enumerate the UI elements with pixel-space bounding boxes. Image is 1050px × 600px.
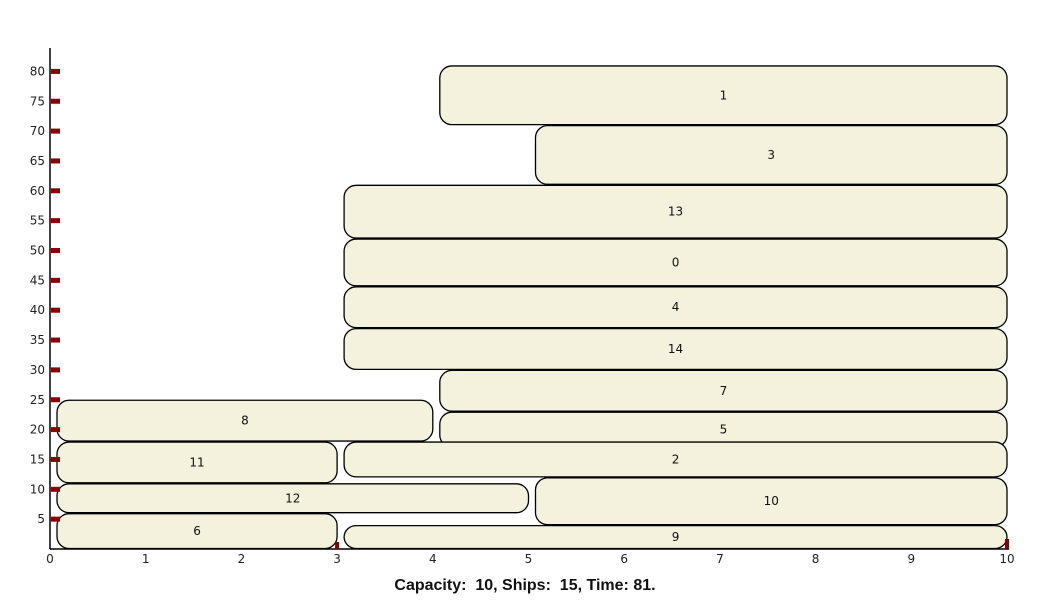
y-tick-marker — [51, 277, 60, 283]
ship-label: 14 — [668, 342, 683, 356]
ship-rect — [343, 327, 1008, 371]
ship-label: 8 — [241, 414, 249, 428]
ship-label: 6 — [193, 524, 201, 538]
y-tick-marker — [51, 218, 60, 224]
capacity-label: Capacity: — [394, 577, 467, 594]
ship-block-9: 9 — [343, 524, 1008, 550]
ship-block-12: 12 — [56, 483, 530, 514]
ship-rect — [439, 65, 1008, 126]
y-tick-marker — [51, 486, 60, 492]
x-tick-label: 9 — [907, 552, 915, 566]
ship-label: 7 — [720, 384, 728, 398]
y-tick-label: 55 — [30, 214, 45, 228]
y-tick-label: 20 — [30, 423, 45, 437]
ship-rect — [534, 124, 1008, 185]
y-tick-label: 45 — [30, 273, 45, 287]
y-tick-marker — [51, 516, 60, 522]
ship-block-3: 3 — [534, 124, 1008, 185]
y-tick-label: 65 — [30, 154, 45, 168]
ship-label: 10 — [764, 494, 779, 508]
ship-block-1: 1 — [439, 65, 1008, 126]
ship-block-14: 14 — [343, 327, 1008, 371]
y-tick-marker — [51, 68, 60, 74]
ship-rect — [343, 441, 1008, 478]
y-tick-label: 75 — [30, 94, 45, 108]
y-tick-label: 50 — [30, 244, 45, 258]
ship-rect — [534, 477, 1008, 526]
ship-rect — [343, 184, 1008, 239]
ship-label: 11 — [189, 455, 204, 469]
y-tick-marker — [51, 128, 60, 134]
x-tick-label: 10 — [999, 552, 1014, 566]
y-tick-label: 15 — [30, 452, 45, 466]
x-tick-label: 8 — [812, 552, 820, 566]
ship-label: 4 — [672, 300, 680, 314]
x-tick-marker — [1005, 539, 1009, 549]
capacity-value: 10, — [475, 577, 498, 594]
ship-label: 3 — [767, 148, 775, 162]
ship-rect — [56, 399, 434, 442]
ships-label: Ships: — [502, 577, 551, 594]
ship-label: 1 — [720, 88, 728, 102]
ship-label: 5 — [720, 423, 728, 437]
y-tick-marker — [51, 248, 60, 253]
ship-label: 13 — [668, 205, 683, 219]
summary-caption: Capacity: 10, Ships: 15, Time: 81. — [0, 577, 1050, 595]
x-tick-label: 5 — [525, 552, 533, 566]
y-tick-marker — [51, 456, 60, 462]
y-tick-label: 40 — [30, 303, 45, 317]
y-tick-label: 35 — [30, 333, 45, 347]
y-tick-label: 80 — [30, 64, 45, 78]
y-tick-label: 60 — [30, 184, 45, 198]
y-tick-label: 70 — [30, 124, 45, 138]
ship-block-8: 8 — [56, 399, 434, 442]
y-tick-marker — [51, 397, 60, 403]
y-tick-marker — [51, 337, 60, 343]
ships-value: 15, — [559, 577, 583, 594]
y-tick-label: 30 — [30, 363, 45, 377]
ship-block-13: 13 — [343, 184, 1008, 239]
ship-block-2: 2 — [343, 441, 1008, 478]
x-tick-label: 0 — [46, 552, 54, 566]
y-tick-marker — [51, 367, 60, 373]
ship-block-0: 0 — [343, 238, 1008, 287]
y-tick-marker — [51, 427, 60, 433]
ship-label: 2 — [672, 452, 680, 466]
ship-label: 9 — [672, 530, 680, 544]
x-tick-label: 3 — [333, 552, 341, 566]
y-tick-marker — [51, 98, 60, 104]
x-tick-label: 6 — [620, 552, 628, 566]
ship-label: 0 — [672, 255, 680, 269]
x-tick-label: 2 — [238, 552, 246, 566]
x-tick-label: 4 — [429, 552, 437, 566]
y-tick-marker — [51, 158, 60, 164]
ship-rect — [343, 286, 1008, 329]
ship-label: 12 — [285, 491, 300, 505]
x-tick-label: 7 — [716, 552, 724, 566]
y-tick-marker — [51, 188, 60, 194]
ship-block-6: 6 — [56, 513, 338, 550]
y-tick-marker — [51, 307, 60, 313]
ship-rect — [56, 513, 338, 550]
y-tick-label: 25 — [30, 393, 45, 407]
ship-rect — [439, 369, 1008, 412]
y-tick-label: 10 — [30, 482, 45, 496]
ship-rect — [343, 524, 1008, 550]
ship-block-7: 7 — [439, 369, 1008, 412]
ship-rect — [56, 441, 338, 484]
time-label: Time: — [586, 577, 629, 594]
x-tick-label: 1 — [142, 552, 150, 566]
ship-block-4: 4 — [343, 286, 1008, 329]
ship-rect — [343, 238, 1008, 287]
ship-block-11: 11 — [56, 441, 338, 484]
ship-rect — [56, 483, 530, 514]
time-value: 81. — [633, 577, 656, 594]
y-tick-label: 5 — [37, 512, 45, 526]
ship-block-10: 10 — [534, 477, 1008, 526]
x-tick-marker — [335, 542, 340, 549]
